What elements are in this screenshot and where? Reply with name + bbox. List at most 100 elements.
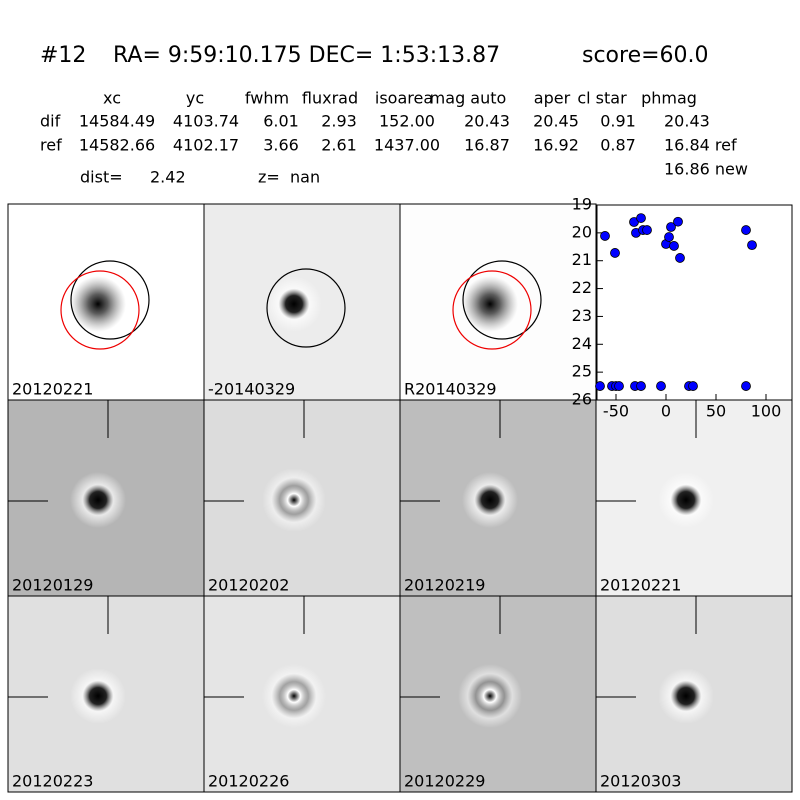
panel-label: 20120202	[208, 576, 289, 595]
image-panel: 20120221	[7, 203, 205, 401]
image-panel: 20120202	[203, 399, 401, 597]
data-point	[642, 225, 652, 235]
y-tick-label: 21	[572, 250, 592, 269]
table-cell: 16.84 ref	[664, 136, 737, 155]
data-point	[675, 253, 685, 263]
column-header: yc	[186, 89, 204, 108]
z-value: nan	[290, 168, 320, 187]
panel-background	[203, 595, 401, 793]
table-cell: 20.45	[533, 112, 579, 131]
dist-value: 2.42	[150, 168, 186, 187]
aperture-circle	[70, 260, 150, 340]
panel-label: 20120223	[12, 772, 93, 791]
source-blob	[70, 276, 126, 332]
y-tick-label: 26	[572, 390, 592, 409]
table-cell: 2.93	[321, 112, 357, 131]
y-tick-label: 20	[572, 222, 592, 241]
panel-label: 20120229	[404, 772, 485, 791]
data-point	[747, 240, 757, 251]
column-header: fwhm	[245, 89, 289, 108]
table-cell: 2.61	[321, 136, 357, 155]
data-point	[656, 381, 666, 391]
data-point	[636, 381, 646, 391]
source-blob	[458, 664, 522, 728]
plot-area	[596, 204, 793, 401]
table-cell: 16.87	[464, 136, 510, 155]
data-point	[688, 381, 698, 391]
data-point	[673, 216, 683, 227]
aperture-circle	[462, 260, 542, 340]
extra-phmag: 16.86 new	[664, 160, 748, 179]
table-cell: 16.92	[533, 136, 579, 155]
panel-label: -20140329	[208, 380, 295, 399]
source-blob	[70, 472, 126, 528]
data-point	[741, 225, 751, 235]
dist-label: dist=	[80, 168, 123, 187]
table-cell: 152.00	[379, 112, 435, 131]
x-tick-label: 50	[706, 402, 726, 421]
x-tick-label: 0	[661, 402, 671, 421]
column-header: phmag	[641, 89, 697, 108]
table-cell: 3.66	[263, 136, 299, 155]
image-panel: -20140329	[203, 203, 401, 401]
x-tick-label: -50	[603, 402, 629, 421]
source-blob	[462, 276, 518, 332]
source-blob	[658, 472, 714, 528]
image-panel: 20120219	[399, 399, 597, 597]
row-label: dif	[40, 112, 61, 131]
table-cell: 14582.66	[79, 136, 155, 155]
source-blob	[266, 276, 322, 332]
table-cell: 20.43	[464, 112, 510, 131]
image-panel: 20120229	[399, 595, 597, 793]
image-panel: 20120223	[7, 595, 205, 793]
coordinates: RA= 9:59:10.175 DEC= 1:53:13.87	[113, 43, 500, 68]
aperture-circle	[266, 268, 346, 348]
table-cell: 6.01	[263, 112, 299, 131]
image-panel: 20120303	[595, 595, 793, 793]
column-header: isoarea	[375, 89, 433, 108]
data-point	[595, 381, 605, 391]
column-header: aper	[534, 89, 571, 108]
aperture-circle-ref	[60, 270, 140, 350]
y-tick-label: 24	[572, 334, 592, 353]
score: score=60.0	[582, 43, 709, 68]
table-cell: 4103.74	[173, 112, 239, 131]
data-point	[600, 231, 610, 241]
data-point	[669, 241, 679, 251]
image-panel: 20120226	[203, 595, 401, 793]
panel-label: 20120129	[12, 576, 93, 595]
data-point	[666, 222, 676, 232]
panel-label: R20140329	[404, 380, 497, 399]
x-tick-label: 100	[751, 402, 782, 421]
data-point	[741, 381, 751, 391]
column-header: fluxrad	[302, 89, 358, 108]
source-blob	[262, 468, 326, 532]
panel-label: 20120221	[600, 576, 681, 595]
image-panel: R20140329	[399, 203, 597, 401]
table-cell: 4102.17	[173, 136, 239, 155]
table-cell: 0.87	[600, 136, 636, 155]
object-id: #12	[40, 43, 86, 68]
column-header: xc	[103, 89, 121, 108]
y-tick-label: 23	[572, 306, 592, 325]
column-header: cl star	[577, 89, 627, 108]
table-cell: 14584.49	[79, 112, 155, 131]
source-blob	[70, 668, 126, 724]
data-point	[636, 213, 646, 223]
y-tick-label: 25	[572, 362, 592, 381]
data-point	[610, 248, 620, 258]
table-cell: 20.43	[664, 112, 710, 131]
panel-label: 20120226	[208, 772, 289, 791]
y-tick-label: 19	[572, 195, 592, 214]
data-point	[614, 381, 624, 391]
image-panel: 20120221	[595, 399, 793, 597]
table-cell: 1437.00	[374, 136, 440, 155]
aperture-circle-ref	[452, 270, 532, 350]
source-blob	[262, 664, 326, 728]
panel-label: 20120219	[404, 576, 485, 595]
source-blob	[658, 668, 714, 724]
row-label: ref	[40, 136, 62, 155]
data-point	[664, 232, 674, 242]
panel-label: 20120303	[600, 772, 681, 791]
